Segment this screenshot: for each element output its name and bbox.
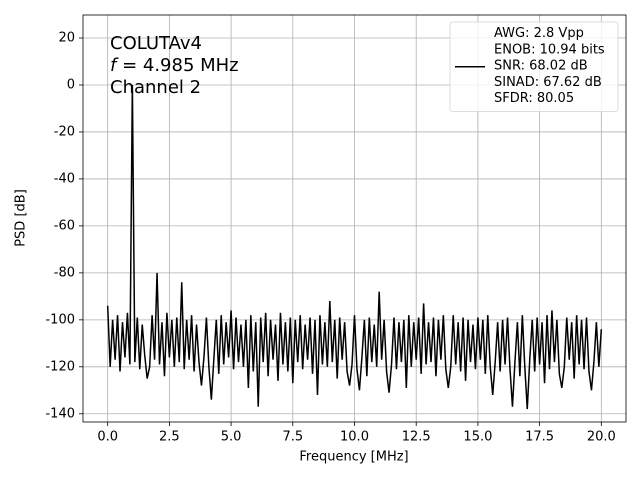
y-tick-label: -120 (45, 359, 75, 374)
legend-line: SFDR: 80.05 (494, 91, 574, 106)
y-tick-label: -140 (45, 406, 75, 421)
annotation: Channel 2 (110, 77, 201, 98)
legend-line: ENOB: 10.94 bits (494, 42, 605, 57)
x-tick-label: 2.5 (159, 430, 180, 445)
y-tick-label: 20 (58, 31, 75, 46)
y-axis-label: PSD [dB] (14, 189, 29, 247)
legend-line: AWG: 2.8 Vpp (494, 26, 584, 41)
x-tick-label: 15.0 (463, 430, 492, 445)
x-tick-label: 10.0 (340, 430, 369, 445)
x-tick-label: 20.0 (587, 430, 616, 445)
legend-line: SINAD: 67.62 dB (494, 74, 602, 89)
y-tick-label: -80 (54, 265, 75, 280)
annotation: f = 4.985 MHz (110, 55, 239, 76)
y-tick-label: 0 (67, 77, 75, 92)
x-tick-label: 0.0 (97, 430, 118, 445)
series-line (106, 84, 603, 410)
legend-box (449, 21, 619, 112)
annotation-variable: f (110, 55, 119, 76)
x-tick-label: 7.5 (282, 430, 303, 445)
legend-label: AWG: 2.8 Vpp ENOB: 10.94 bits SNR: 68.02 d… (494, 26, 605, 106)
y-tick-label: -20 (54, 124, 75, 139)
x-tick-label: 5.0 (221, 430, 242, 445)
legend-line: SNR: 68.02 dB (494, 58, 588, 73)
x-axis-label: Frequency [MHz] (299, 450, 408, 465)
y-tick-label: -100 (45, 312, 75, 327)
x-tick-label: 17.5 (525, 430, 554, 445)
y-tick-label: -60 (54, 218, 75, 233)
y-tick-label: -40 (54, 171, 75, 186)
x-tick-label: 12.5 (402, 430, 431, 445)
annotation-text: = 4.985 MHz (116, 55, 238, 76)
annotation: COLUTAv4 (110, 33, 202, 54)
